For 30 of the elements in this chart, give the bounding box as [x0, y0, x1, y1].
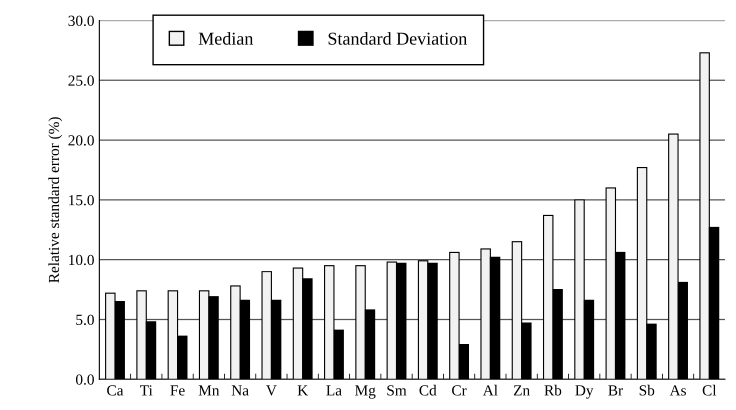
legend-label: Standard Deviation [328, 32, 468, 45]
x-tick-label: La [326, 385, 342, 396]
y-tick-label: 20.0 [68, 135, 94, 146]
y-axis-title: Relative standard error (%) [48, 117, 62, 283]
x-tick-label: Cd [420, 384, 437, 396]
x-tick-label: Sm [387, 385, 406, 396]
y-tick-label: 0.0 [76, 374, 94, 385]
x-tick-label: Ca [107, 385, 124, 396]
y-tick-label: 5.0 [76, 314, 94, 325]
x-tick-label: Mn [198, 385, 220, 396]
y-tick-label: 15.0 [69, 195, 94, 206]
x-tick-label: Dy [575, 385, 594, 399]
x-tick-label: Rb [544, 384, 562, 396]
y-tick-label: 30.0 [68, 16, 94, 26]
x-tick-label: Al [482, 384, 498, 396]
x-tick-label: Fe [170, 385, 185, 396]
legend-label: Median [198, 32, 254, 45]
x-tick-label: Cr [452, 385, 467, 396]
x-tick-label: V [266, 385, 277, 396]
x-tick-label: Sb [640, 384, 654, 396]
x-tick-label: Br [608, 385, 623, 396]
x-tick-label: Cl [702, 384, 716, 396]
x-tick-label: As [670, 385, 686, 396]
x-tick-label: Mg [355, 385, 376, 399]
y-tick-label: 25.0 [68, 75, 94, 86]
x-tick-label: Na [232, 385, 249, 396]
y-tick-label: 10.0 [69, 254, 94, 266]
x-tick-label: Ti [140, 385, 153, 396]
x-tick-label: K [298, 385, 308, 396]
x-tick-label: Zn [514, 385, 530, 396]
